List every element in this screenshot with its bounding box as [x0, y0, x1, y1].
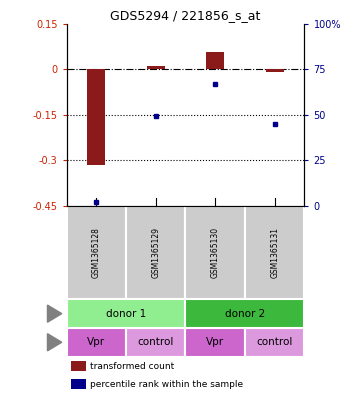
Text: GSM1365131: GSM1365131 — [270, 227, 279, 278]
Text: Vpr: Vpr — [206, 337, 224, 347]
Text: Vpr: Vpr — [87, 337, 105, 347]
Polygon shape — [48, 305, 62, 322]
Bar — [186, 328, 245, 356]
Text: donor 1: donor 1 — [106, 309, 146, 319]
Bar — [88, 69, 105, 165]
Bar — [71, 379, 85, 389]
Bar — [126, 206, 186, 299]
Text: transformed count: transformed count — [90, 362, 175, 371]
Title: GDS5294 / 221856_s_at: GDS5294 / 221856_s_at — [110, 9, 261, 22]
Bar — [245, 328, 304, 356]
Bar — [66, 299, 186, 328]
Text: GSM1365130: GSM1365130 — [211, 227, 220, 278]
Bar — [66, 206, 126, 299]
Text: control: control — [138, 337, 174, 347]
Bar — [71, 361, 85, 371]
Text: control: control — [257, 337, 293, 347]
Text: donor 2: donor 2 — [225, 309, 265, 319]
Text: GSM1365128: GSM1365128 — [92, 227, 101, 278]
Bar — [206, 52, 224, 69]
Text: percentile rank within the sample: percentile rank within the sample — [90, 380, 244, 389]
Bar — [266, 69, 284, 72]
Bar — [186, 299, 304, 328]
Bar — [186, 206, 245, 299]
Bar — [66, 328, 126, 356]
Bar — [147, 66, 164, 69]
Bar — [126, 328, 186, 356]
Polygon shape — [48, 334, 62, 351]
Text: GSM1365129: GSM1365129 — [151, 227, 160, 278]
Bar — [245, 206, 304, 299]
